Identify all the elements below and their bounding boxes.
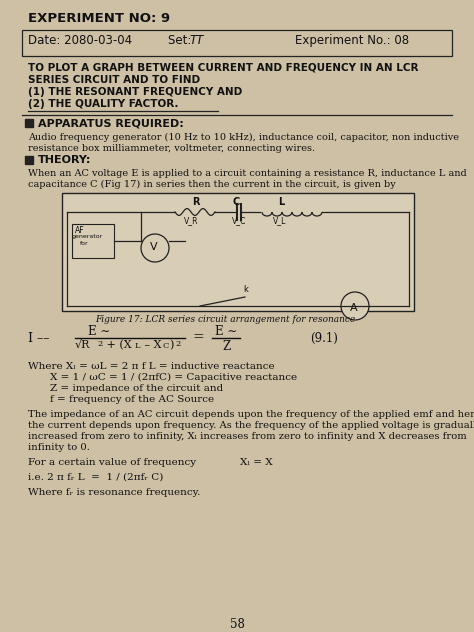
Text: SERIES CIRCUIT AND TO FIND: SERIES CIRCUIT AND TO FIND	[28, 75, 200, 85]
Circle shape	[141, 234, 169, 262]
Text: V_C: V_C	[232, 216, 246, 225]
Text: increased from zero to infinity, Xₗ increases from zero to infinity and X⁣ decre: increased from zero to infinity, Xₗ incr…	[28, 432, 467, 441]
Bar	[25, 156, 33, 164]
Text: V_R: V_R	[184, 216, 199, 225]
Text: √R: √R	[75, 340, 91, 350]
Text: I ––: I ––	[28, 332, 49, 345]
Text: TT: TT	[190, 34, 204, 47]
Text: L: L	[135, 342, 141, 350]
Text: for: for	[80, 241, 89, 246]
Text: L: L	[278, 197, 284, 207]
Text: Experiment No.: 08: Experiment No.: 08	[295, 34, 409, 47]
Text: (1) THE RESONANT FREQUENCY AND: (1) THE RESONANT FREQUENCY AND	[28, 87, 242, 97]
Text: (9.1): (9.1)	[310, 332, 338, 345]
Text: 2: 2	[175, 340, 180, 348]
Bar	[62, 193, 414, 311]
Bar	[25, 119, 33, 127]
Text: C: C	[233, 197, 240, 207]
Text: resistance box milliammeter, voltmeter, connecting wires.: resistance box milliammeter, voltmeter, …	[28, 144, 315, 153]
Text: For a certain value of frequency: For a certain value of frequency	[28, 458, 196, 467]
Text: Where Xₗ = ωL = 2 π f L = inductive reactance: Where Xₗ = ωL = 2 π f L = inductive reac…	[28, 362, 274, 371]
Text: The impedance of an AC circuit depends upon the frequency of the applied emf and: The impedance of an AC circuit depends u…	[28, 410, 474, 419]
Text: Figure 17: LCR series circuit arrangement for resonance: Figure 17: LCR series circuit arrangemen…	[95, 315, 355, 324]
Text: Audio frequency generator (10 Hz to 10 kHz), inductance coil, capacitor, non ind: Audio frequency generator (10 Hz to 10 k…	[28, 133, 459, 142]
Text: A: A	[350, 303, 357, 313]
Text: EXPERIMENT NO: 9: EXPERIMENT NO: 9	[28, 12, 170, 25]
Text: X⁣ = 1 / ωC = 1 / (2πfC) = Capacitive reactance: X⁣ = 1 / ωC = 1 / (2πfC) = Capacitive re…	[50, 373, 297, 382]
Text: When an AC voltage E is applied to a circuit containing a resistance R, inductan: When an AC voltage E is applied to a cir…	[28, 169, 467, 178]
Text: C: C	[163, 342, 169, 350]
Text: f = frequency of the AC Source: f = frequency of the AC Source	[50, 395, 214, 404]
Text: THEORY:: THEORY:	[38, 155, 91, 165]
Text: (2) THE QUALITY FACTOR.: (2) THE QUALITY FACTOR.	[28, 99, 179, 109]
Text: 2: 2	[97, 340, 102, 348]
Text: capacitance C (Fig 17) in series then the current in the circuit, is given by: capacitance C (Fig 17) in series then th…	[28, 180, 396, 189]
Text: APPARATUS REQUIRED:: APPARATUS REQUIRED:	[38, 118, 184, 128]
Text: V_L: V_L	[273, 216, 286, 225]
Text: + (X: + (X	[103, 340, 132, 350]
Bar	[72, 224, 114, 258]
Text: =: =	[193, 330, 205, 344]
Text: generator: generator	[72, 234, 103, 239]
Text: Set:: Set:	[168, 34, 195, 47]
Text: E ∼: E ∼	[88, 325, 110, 338]
Text: ): )	[169, 340, 173, 350]
Bar	[22, 30, 452, 56]
Text: TO PLOT A GRAPH BETWEEN CURRENT AND FREQUENCY IN AN LCR: TO PLOT A GRAPH BETWEEN CURRENT AND FREQ…	[28, 63, 419, 73]
Text: k: k	[243, 285, 248, 294]
Text: R: R	[192, 197, 200, 207]
Text: – X: – X	[141, 340, 162, 350]
Text: E ∼: E ∼	[215, 325, 237, 338]
Text: AF: AF	[75, 226, 85, 235]
Text: Z = impedance of the circuit and: Z = impedance of the circuit and	[50, 384, 223, 393]
Text: Z: Z	[222, 340, 230, 353]
Text: Xₗ = X⁣: Xₗ = X⁣	[240, 458, 273, 467]
Text: infinity to 0.: infinity to 0.	[28, 443, 90, 452]
Text: i.e. 2 π fᵣ L  =  1 / (2πfᵣ C): i.e. 2 π fᵣ L = 1 / (2πfᵣ C)	[28, 473, 164, 482]
Text: the current depends upon frequency. As the frequency of the applied voltage is g: the current depends upon frequency. As t…	[28, 421, 474, 430]
Text: Date: 2080-03-04: Date: 2080-03-04	[28, 34, 132, 47]
Circle shape	[341, 292, 369, 320]
Text: 58: 58	[229, 618, 245, 631]
Text: Where fᵣ is resonance frequency.: Where fᵣ is resonance frequency.	[28, 488, 201, 497]
Text: V: V	[150, 242, 158, 252]
